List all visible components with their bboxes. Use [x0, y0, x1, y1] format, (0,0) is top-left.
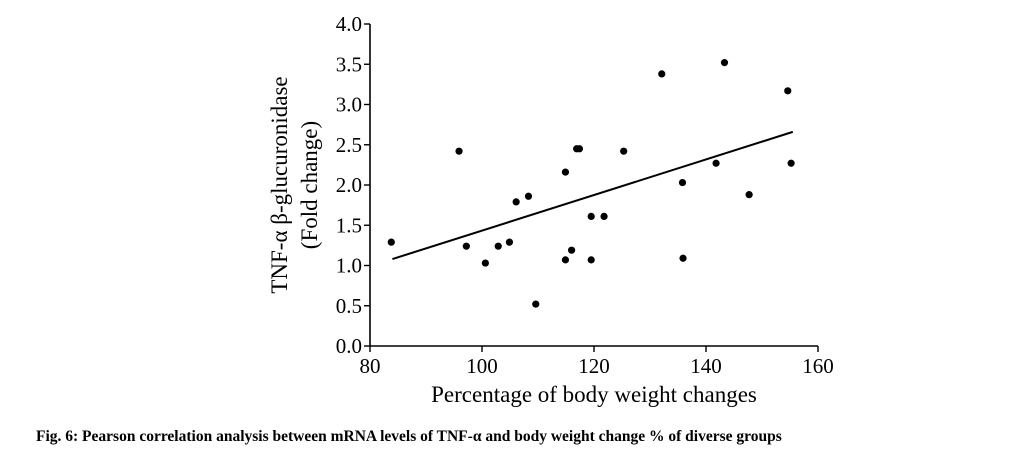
y-axis-title-line-2: (Fold change): [297, 121, 322, 249]
y-tick-label: 2.5: [336, 133, 362, 157]
data-point: [620, 147, 628, 155]
data-point: [678, 178, 687, 187]
data-point: [512, 198, 520, 206]
x-tick-label: 80: [360, 354, 381, 378]
scatter-chart: 0.0 0.5 1.0 1.5 2.0 2.5 3.0 3.5 4.0 80 100 120 140 16…: [267, 12, 834, 407]
data-point: [720, 59, 729, 67]
data-point: [494, 242, 502, 250]
x-axis-title: Percentage of body weight changes: [431, 382, 757, 407]
data-point: [745, 191, 753, 199]
data-point: [561, 256, 570, 264]
data-point: [387, 238, 395, 246]
data-point: [505, 238, 514, 246]
data-point: [575, 145, 584, 153]
data-point: [568, 246, 576, 254]
y-tick-label: 0.0: [336, 334, 362, 358]
data-point: [712, 159, 720, 167]
data-point: [658, 70, 666, 78]
data-point: [532, 300, 540, 308]
x-tick-label: 100: [466, 354, 498, 378]
y-tick-label: 2.0: [336, 173, 362, 197]
figure-caption: Fig. 6: Pearson correlation analysis bet…: [36, 428, 782, 445]
data-point: [787, 159, 795, 167]
x-tick-label: 120: [578, 354, 610, 378]
x-tick-label: 160: [802, 354, 834, 378]
data-point: [481, 259, 489, 267]
data-point: [784, 87, 792, 95]
data-point: [455, 147, 463, 155]
data-point: [600, 212, 608, 220]
data-point: [679, 254, 687, 262]
y-tick-label: 4.0: [336, 12, 362, 36]
y-tick-label: 3.0: [336, 93, 362, 117]
data-point: [587, 212, 595, 220]
data-point: [561, 168, 570, 176]
data-point: [462, 242, 470, 250]
y-axis-title-line-1: TNF-α β-glucuronidase: [267, 76, 292, 293]
regression-line: [392, 130, 794, 261]
x-tick-label: 140: [690, 354, 722, 378]
y-tick-label: 0.5: [336, 294, 362, 318]
y-tick-label: 1.5: [336, 213, 362, 237]
data-point: [524, 192, 533, 200]
data-point: [587, 256, 595, 264]
y-tick-label: 1.0: [336, 254, 362, 278]
y-tick-label: 3.5: [336, 52, 362, 76]
